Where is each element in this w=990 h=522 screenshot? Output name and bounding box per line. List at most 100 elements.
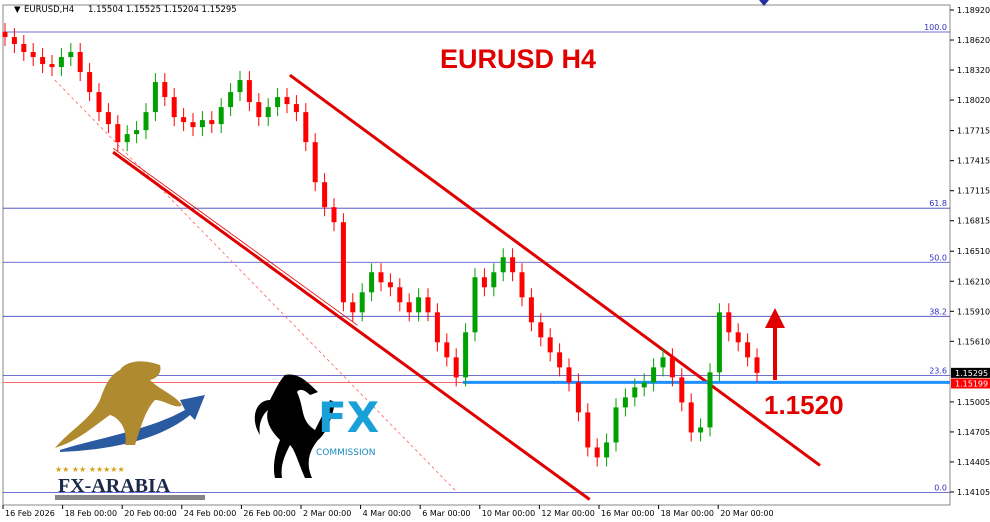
y-tick-label: 1.17415 (957, 157, 990, 166)
support-label: 1.1520 (764, 390, 844, 420)
x-tick-label: 20 Feb 00:00 (124, 509, 176, 518)
y-tick-label: 1.18320 (957, 66, 990, 75)
fx-commission-logo: FX COMMISSION (254, 374, 379, 478)
bull-candle (68, 52, 74, 58)
bear-candle (209, 120, 215, 125)
candles (2, 23, 760, 467)
y-tick-label: 1.14405 (957, 458, 990, 467)
shift-marker-icon[interactable] (759, 0, 769, 6)
bull-candle (275, 97, 281, 108)
bear-candle (547, 337, 553, 353)
bull-candle (660, 357, 666, 368)
x-tick-label: 16 Feb 2026 (5, 509, 55, 518)
red-price-label: 1.15199 (955, 379, 988, 388)
svg-text:FX-ARABIA: FX-ARABIA (58, 475, 171, 497)
bear-candle (679, 377, 685, 403)
bear-candle (669, 357, 675, 378)
y-tick-label: 1.16815 (957, 217, 990, 226)
bull-candle (632, 387, 638, 398)
bear-candle (284, 97, 290, 105)
menu-triangle-icon[interactable]: ▼ (14, 5, 21, 15)
fib-label: 100.0 (924, 23, 947, 32)
y-tick-label: 1.17715 (957, 127, 990, 136)
bear-candle (256, 102, 262, 118)
bear-candle (585, 412, 591, 448)
bull-candle (134, 130, 140, 135)
bear-candle (350, 302, 356, 313)
y-tick-label: 1.17115 (957, 187, 990, 196)
fib-label: 0.0 (934, 483, 947, 492)
bear-candle (96, 92, 102, 113)
bear-candle (528, 297, 534, 323)
bear-candle (378, 272, 384, 283)
bull-candle (463, 332, 469, 378)
bear-candle (293, 104, 299, 113)
bear-candle (481, 277, 487, 288)
bull-candle (218, 107, 224, 125)
x-tick-label: 20 Mar 00:00 (720, 509, 773, 518)
bear-candle (557, 352, 563, 368)
bull-candle (491, 272, 497, 288)
bear-candle (49, 64, 55, 68)
bull-candle (651, 367, 657, 383)
bull-candle (58, 57, 64, 68)
bull-candle (228, 92, 234, 108)
time-axis[interactable]: 16 Feb 2026 18 Feb 00:00 20 Feb 00:00 24 Fe… (2, 505, 774, 518)
y-tick-label: 1.16510 (957, 247, 990, 256)
bear-candle (331, 207, 337, 223)
x-tick-label: 12 Mar 00:00 (541, 509, 594, 518)
x-tick-label: 24 Feb 00:00 (184, 509, 236, 518)
bear-candle (340, 222, 346, 303)
bear-candle (115, 124, 121, 143)
bear-candle (735, 332, 741, 343)
bear-candle (246, 80, 252, 103)
bull-candle (199, 120, 205, 128)
symbol-label: EURUSD,H4 (24, 5, 74, 15)
bull-candle (716, 312, 722, 373)
bull-candle (237, 80, 243, 93)
bull-candle (143, 112, 149, 131)
fib-label: 50.0 (929, 253, 947, 262)
svg-text:COMMISSION: COMMISSION (316, 448, 375, 458)
bear-candle (40, 57, 46, 65)
bear-candle (171, 97, 177, 118)
y-tick-label: 1.16210 (957, 277, 990, 286)
bull-candle (416, 297, 422, 313)
fib-label: 23.6 (929, 366, 947, 375)
price-axis[interactable]: 1.18920 1.18620 1.18320 1.18020 1.17715 1.174… (950, 6, 990, 497)
bear-candle (312, 142, 318, 183)
bear-candle (688, 402, 694, 433)
bear-candle (21, 44, 27, 53)
x-tick-label: 16 Mar 00:00 (601, 509, 654, 518)
bull-candle (124, 134, 130, 143)
bull-candle (472, 277, 478, 333)
bid-price-label: 1.15295 (955, 369, 988, 378)
bid-price-tag (951, 367, 990, 378)
bear-candle (87, 72, 93, 93)
bear-candle (11, 37, 17, 45)
bear-candle (190, 122, 196, 128)
bull-candle (152, 82, 158, 113)
y-tick-label: 1.15910 (957, 307, 990, 316)
bull-candle (500, 257, 506, 273)
x-tick-label: 2 Mar 00:00 (303, 509, 351, 518)
y-tick-label: 1.18620 (957, 36, 990, 45)
y-tick-label: 1.15610 (957, 337, 990, 346)
bull-candle (604, 442, 610, 458)
bear-candle (397, 287, 403, 303)
lower-channel-line (112, 150, 591, 501)
bear-candle (77, 52, 83, 73)
bear-candle (519, 272, 525, 298)
red-price-tag (951, 378, 990, 389)
x-tick-label: 4 Mar 00:00 (363, 509, 411, 518)
x-tick-label: 18 Mar 00:00 (661, 509, 714, 518)
bear-candle (30, 52, 36, 58)
bear-candle (322, 182, 328, 208)
bull-candle (369, 272, 375, 293)
y-tick-label: 1.18920 (957, 6, 990, 15)
bear-candle (453, 357, 459, 378)
bear-candle (406, 302, 412, 313)
bear-candle (538, 322, 544, 338)
bear-candle (105, 112, 111, 125)
